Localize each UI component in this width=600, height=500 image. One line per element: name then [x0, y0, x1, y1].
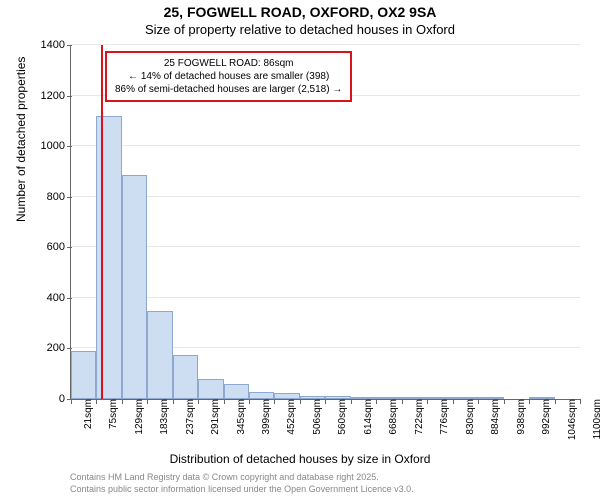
y-tick-label: 400	[47, 292, 71, 304]
x-tick-label: 506sqm	[304, 399, 323, 435]
histogram-bar	[173, 355, 198, 399]
x-tick-mark	[504, 399, 505, 404]
histogram-bar	[71, 351, 96, 399]
x-tick-label: 884sqm	[482, 399, 501, 435]
legend-line2: ← 14% of detached houses are smaller (39…	[115, 70, 342, 83]
x-tick-mark	[96, 399, 97, 404]
marker-line	[101, 45, 103, 399]
y-tick-label: 800	[47, 191, 71, 203]
x-tick-label: 1100sqm	[584, 399, 600, 439]
y-tick-label: 1000	[41, 140, 71, 152]
x-tick-label: 21sqm	[75, 399, 94, 429]
histogram-bar	[122, 175, 147, 399]
y-tick-label: 1200	[41, 90, 71, 102]
x-tick-label: 560sqm	[329, 399, 348, 435]
y-tick-label: 600	[47, 241, 71, 253]
y-tick-label: 0	[59, 393, 71, 405]
histogram-bar	[198, 379, 223, 399]
x-tick-mark	[478, 399, 479, 404]
x-tick-mark	[529, 399, 530, 404]
attribution-line2: Contains public sector information licen…	[70, 484, 414, 494]
y-axis-label: Number of detached properties	[14, 57, 28, 222]
x-tick-mark	[147, 399, 148, 404]
histogram-bar	[224, 384, 249, 399]
x-tick-mark	[376, 399, 377, 404]
x-tick-mark	[122, 399, 123, 404]
x-tick-label: 291sqm	[202, 399, 221, 435]
x-tick-label: 1046sqm	[559, 399, 578, 440]
chart-container: 25, FOGWELL ROAD, OXFORD, OX2 9SA Size o…	[0, 0, 600, 500]
x-tick-mark	[453, 399, 454, 404]
x-tick-mark	[402, 399, 403, 404]
x-tick-mark	[198, 399, 199, 404]
attribution-line1: Contains HM Land Registry data © Crown c…	[70, 472, 379, 482]
x-tick-label: 830sqm	[457, 399, 476, 435]
x-tick-mark	[427, 399, 428, 404]
x-tick-label: 183sqm	[151, 399, 170, 435]
x-tick-mark	[325, 399, 326, 404]
x-tick-mark	[580, 399, 581, 404]
x-tick-mark	[300, 399, 301, 404]
chart-title: 25, FOGWELL ROAD, OXFORD, OX2 9SA	[0, 4, 600, 20]
x-tick-mark	[249, 399, 250, 404]
x-tick-label: 399sqm	[253, 399, 272, 435]
x-tick-label: 668sqm	[380, 399, 399, 435]
x-tick-label: 992sqm	[533, 399, 552, 435]
x-tick-label: 722sqm	[406, 399, 425, 435]
x-tick-mark	[224, 399, 225, 404]
legend-line3: 86% of semi-detached houses are larger (…	[115, 83, 342, 96]
x-tick-label: 776sqm	[431, 399, 450, 435]
x-axis-label: Distribution of detached houses by size …	[0, 452, 600, 466]
x-tick-label: 938sqm	[508, 399, 527, 435]
x-tick-label: 75sqm	[100, 399, 119, 429]
y-tick-label: 1400	[41, 39, 71, 51]
legend-line1: 25 FOGWELL ROAD: 86sqm	[115, 57, 342, 70]
legend-box: 25 FOGWELL ROAD: 86sqm ← 14% of detached…	[105, 51, 352, 102]
x-tick-label: 237sqm	[177, 399, 196, 435]
x-tick-label: 129sqm	[126, 399, 145, 435]
histogram-bar	[147, 311, 172, 400]
x-tick-mark	[71, 399, 72, 404]
x-tick-mark	[555, 399, 556, 404]
x-tick-mark	[351, 399, 352, 404]
gridline	[71, 44, 580, 45]
x-tick-mark	[274, 399, 275, 404]
plot-area: 020040060080010001200140021sqm75sqm129sq…	[70, 45, 580, 400]
y-tick-label: 200	[47, 342, 71, 354]
x-tick-label: 614sqm	[355, 399, 374, 435]
gridline	[71, 145, 580, 146]
x-tick-mark	[173, 399, 174, 404]
histogram-bar	[249, 392, 274, 399]
x-tick-label: 345sqm	[228, 399, 247, 435]
chart-subtitle: Size of property relative to detached ho…	[0, 22, 600, 37]
x-tick-label: 452sqm	[278, 399, 297, 435]
